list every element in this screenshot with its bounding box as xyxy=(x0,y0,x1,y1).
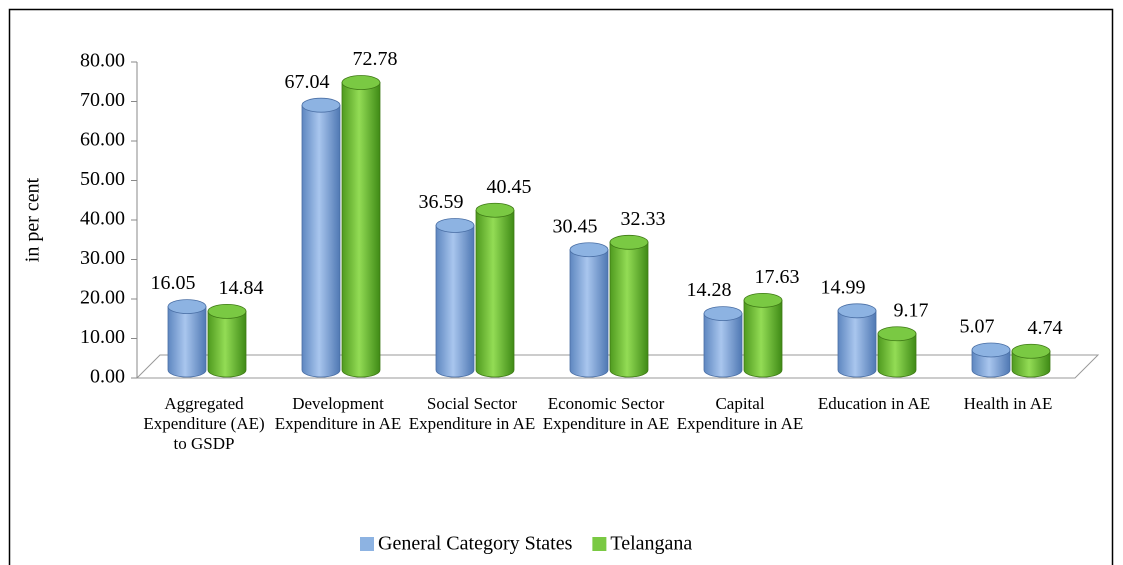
legend-label: General Category States xyxy=(378,533,573,555)
bar xyxy=(971,342,1011,378)
bar xyxy=(877,326,917,378)
y-tick-label: 40.00 xyxy=(80,208,125,230)
y-tick-label: 30.00 xyxy=(80,247,125,269)
bar xyxy=(435,218,475,378)
y-tick-label: 80.00 xyxy=(80,50,125,72)
bar xyxy=(167,299,207,378)
legend-swatch xyxy=(360,537,374,551)
y-tick-label: 0.00 xyxy=(90,366,125,388)
bar xyxy=(1011,343,1051,378)
data-label: 40.45 xyxy=(487,176,532,198)
bar xyxy=(569,242,609,378)
data-label: 9.17 xyxy=(894,299,929,321)
bar xyxy=(475,202,515,378)
data-label: 17.63 xyxy=(755,266,800,288)
x-tick-label: Social Sector Expenditure in AE xyxy=(408,394,536,433)
bar xyxy=(837,303,877,378)
data-label: 14.99 xyxy=(821,276,866,298)
frame xyxy=(8,8,1114,565)
data-label: 32.33 xyxy=(621,208,666,230)
y-axis-label: in per cent xyxy=(22,177,44,262)
data-label: 67.04 xyxy=(285,71,330,93)
y-tick-label: 50.00 xyxy=(80,168,125,190)
x-tick-label: Education in AE xyxy=(817,394,931,413)
y-tick-label: 70.00 xyxy=(80,89,125,111)
data-label: 16.05 xyxy=(151,272,196,294)
bar xyxy=(609,234,649,378)
x-tick-label: Development Expenditure in AE xyxy=(274,394,402,433)
y-tick-label: 10.00 xyxy=(80,326,125,348)
data-label: 36.59 xyxy=(419,191,464,213)
x-tick-label: Aggregated Expenditure (AE) to GSDP xyxy=(143,394,265,453)
data-label: 30.45 xyxy=(553,215,598,237)
x-tick-label: Capital Expenditure in AE xyxy=(676,394,804,433)
data-label: 14.28 xyxy=(687,279,732,301)
bar xyxy=(301,97,341,378)
x-tick-label: Health in AE xyxy=(963,394,1053,413)
legend-swatch xyxy=(592,537,607,551)
bar xyxy=(703,306,743,378)
x-tick-label: Economic Sector Expenditure in AE xyxy=(542,394,670,433)
bar xyxy=(207,303,247,378)
data-label: 72.78 xyxy=(353,48,398,70)
data-label: 14.84 xyxy=(219,277,264,299)
y-tick-label: 20.00 xyxy=(80,287,125,309)
y-tick-label: 60.00 xyxy=(80,129,125,151)
data-label: 5.07 xyxy=(960,316,995,338)
bar xyxy=(743,292,783,378)
legend-label: Telangana xyxy=(610,533,692,555)
bar xyxy=(341,75,381,378)
data-label: 4.74 xyxy=(1028,317,1063,339)
